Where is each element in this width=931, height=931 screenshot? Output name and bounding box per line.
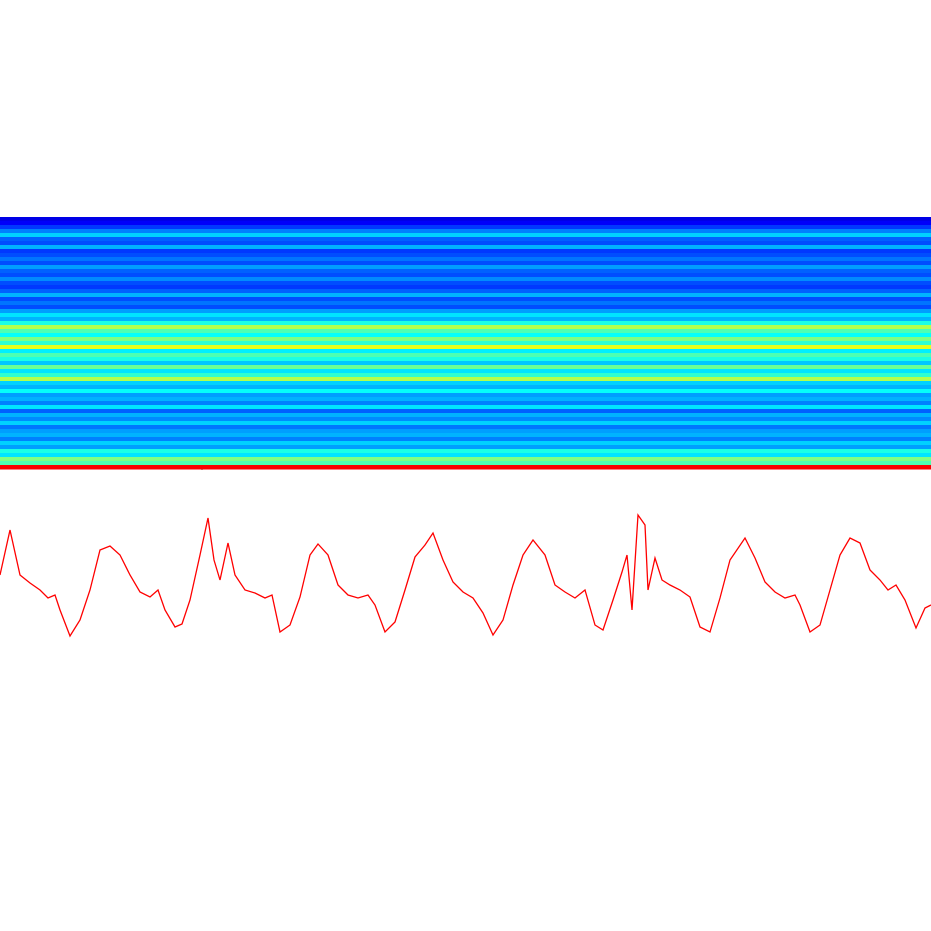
heatmap-row: [0, 385, 931, 390]
heatmap-row: [0, 397, 931, 402]
heatmap-row: [0, 229, 931, 234]
heatmap-row: [0, 377, 931, 382]
heatmap-row: [0, 401, 931, 406]
heatmap-row: [0, 341, 931, 346]
heatmap-row: [0, 461, 931, 466]
heatmap-row: [0, 449, 931, 454]
heatmap-row: [0, 381, 931, 386]
heatmap-row: [0, 241, 931, 246]
heatmap-row: [0, 337, 931, 342]
heatmap-row: [0, 309, 931, 314]
heatmap-row: [0, 373, 931, 378]
heatmap-row: [0, 269, 931, 274]
heatmap-row: [0, 465, 931, 470]
heatmap-row: [0, 281, 931, 286]
heatmap-row: [0, 253, 931, 258]
heatmap-row: [0, 361, 931, 366]
heatmap-row: [0, 317, 931, 322]
heatmap-row: [0, 353, 931, 358]
heatmap-row: [0, 301, 931, 306]
heatmap-row: [0, 233, 931, 238]
heatmap-row: [0, 421, 931, 426]
heatmap-row: [0, 297, 931, 302]
heatmap-row: [0, 305, 931, 310]
heatmap-row: [0, 217, 931, 222]
heatmap-row: [0, 325, 931, 330]
heatmap-row: [0, 393, 931, 398]
heatmap-row: [0, 441, 931, 446]
heatmap-row: [0, 265, 931, 270]
heatmap-row: [0, 357, 931, 362]
heatmap-row: [0, 257, 931, 262]
heatmap-row: [0, 417, 931, 422]
heatmap-row: [0, 221, 931, 226]
heatmap-row: [0, 453, 931, 458]
heatmap-row: [0, 261, 931, 266]
heatmap-row: [0, 245, 931, 250]
heatmap-row: [0, 389, 931, 394]
heatmap-row: [0, 413, 931, 418]
heatmap-row: [0, 333, 931, 338]
heatmap-row: [0, 433, 931, 438]
heatmap-row: [0, 329, 931, 334]
heatmap-row: [0, 409, 931, 414]
heatmap-row: [0, 405, 931, 410]
heatmap-row: [0, 249, 931, 254]
heatmap-row: [0, 293, 931, 298]
heatmap-row: [0, 445, 931, 450]
heatmap-row: [0, 225, 931, 230]
heatmap-row: [0, 425, 931, 430]
heatmap-row: [0, 321, 931, 326]
heatmap-row: [0, 273, 931, 278]
heatmap-row: [0, 345, 931, 350]
heatmap-row: [0, 289, 931, 294]
heatmap-row: [0, 313, 931, 318]
heatmap-row: [0, 365, 931, 370]
waveform: [0, 513, 931, 638]
heatmap-row: [0, 457, 931, 462]
heatmap-row: [0, 349, 931, 354]
heatmap-row: [0, 429, 931, 434]
heatmap-row: [0, 369, 931, 374]
heatmap-row: [0, 277, 931, 282]
heatmap-row: [0, 437, 931, 442]
heatmap-row: [0, 237, 931, 242]
heatmap-row: [0, 285, 931, 290]
